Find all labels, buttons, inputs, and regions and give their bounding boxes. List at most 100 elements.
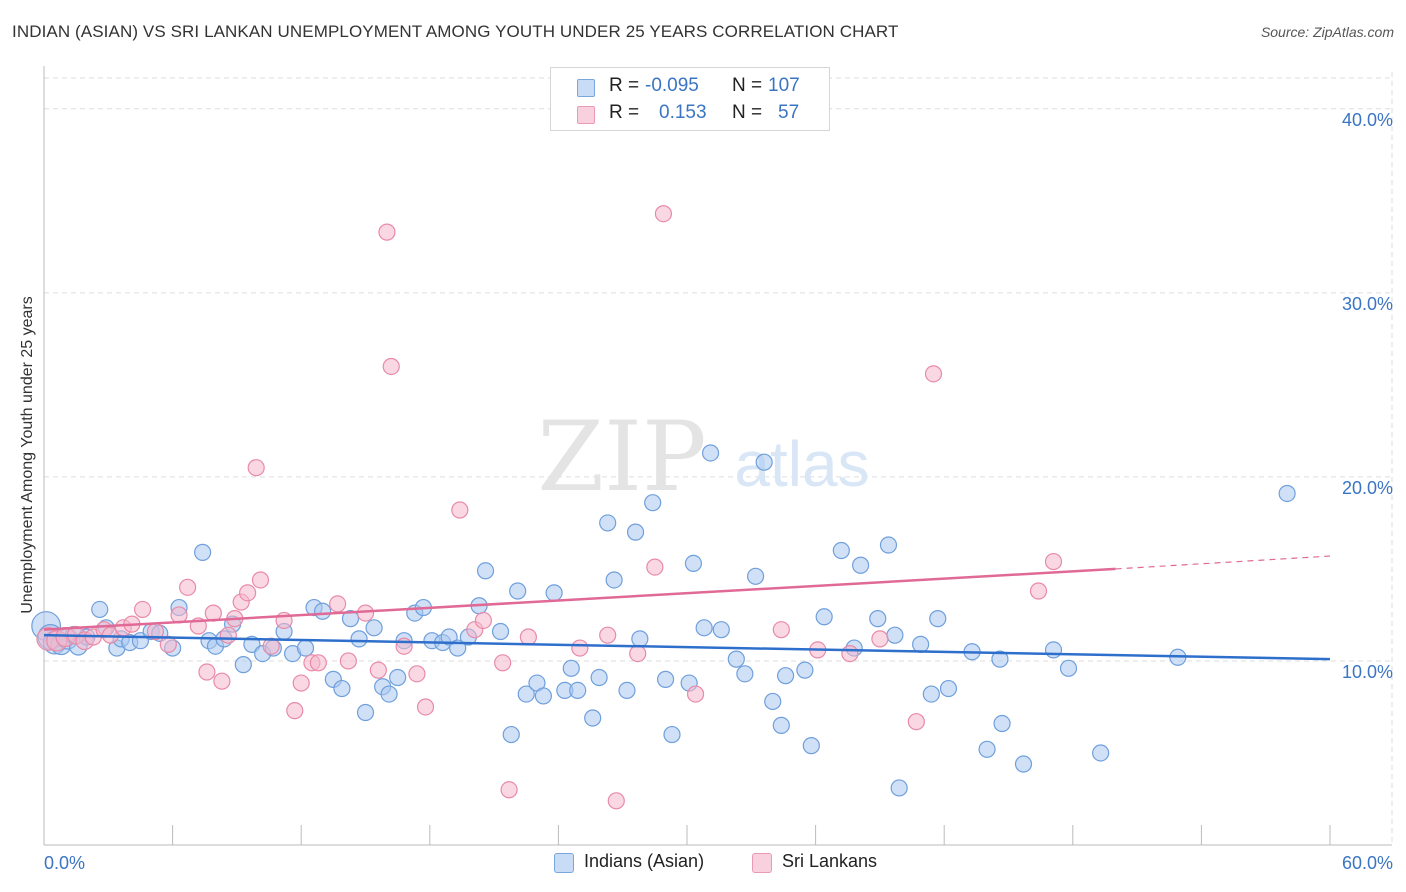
point-sri-lankans	[1029, 582, 1048, 600]
point-indians	[545, 584, 563, 602]
point-sri-lankans	[292, 674, 310, 692]
point-indians	[922, 685, 940, 703]
point-indians	[695, 619, 713, 637]
legend-row-indians: R = -0.095 N = 107	[551, 73, 829, 101]
point-indians	[796, 661, 814, 679]
point-sri-lankans	[654, 205, 673, 223]
point-sri-lankans	[686, 685, 705, 703]
point-indians	[1044, 641, 1063, 659]
point-indians	[1278, 484, 1296, 503]
point-sri-lankans	[247, 459, 265, 477]
point-sri-lankans	[329, 595, 347, 613]
point-indians	[365, 619, 383, 637]
point-indians	[389, 668, 407, 687]
axes	[43, 66, 1392, 846]
point-indians	[1059, 659, 1078, 677]
point-indians	[764, 692, 782, 711]
trend-lines	[43, 555, 1331, 661]
bottom-legend-label: Sri Lankans	[782, 851, 878, 871]
point-sri-lankans	[907, 713, 925, 731]
point-indians	[701, 444, 720, 462]
point-sri-lankans	[607, 792, 625, 810]
watermark-atlas: atlas	[734, 428, 869, 500]
legend-row-sri-lankans: R = 0.153 N = 57	[551, 100, 829, 128]
point-sri-lankans	[408, 665, 426, 683]
y-tick-label: 10.0%	[1342, 662, 1393, 682]
point-indians	[684, 554, 703, 573]
point-indians	[727, 650, 745, 668]
point-sri-lankans	[309, 654, 327, 672]
point-indians	[991, 650, 1009, 668]
point-indians	[584, 709, 602, 727]
point-indians	[815, 608, 833, 626]
point-indians	[569, 681, 587, 700]
bottom-legend-swatch-pink	[752, 853, 772, 873]
point-sri-lankans	[239, 584, 257, 602]
point-indians	[517, 685, 535, 703]
legend-n-label: N =	[732, 102, 763, 123]
point-sri-lankans	[924, 365, 943, 383]
point-indians	[644, 494, 662, 512]
point-sri-lankans	[219, 626, 237, 644]
point-sri-lankans	[369, 661, 387, 679]
trend-line-indians	[43, 633, 1331, 661]
point-indians	[626, 523, 645, 541]
legend-swatch-blue	[577, 79, 595, 97]
point-indians	[656, 670, 675, 688]
point-sri-lankans	[451, 501, 469, 519]
data-points	[31, 205, 1296, 810]
point-indians	[491, 622, 510, 641]
legend-r-label: R =	[609, 102, 640, 123]
point-sri-lankans	[474, 611, 492, 630]
y-tick-label: 30.0%	[1342, 294, 1393, 314]
point-sri-lankans	[629, 644, 647, 663]
point-indians	[534, 687, 552, 705]
chart-title: INDIAN (ASIAN) VS SRI LANKAN UNEMPLOYMEN…	[12, 22, 899, 41]
point-sri-lankans	[1044, 552, 1063, 571]
point-sri-lankans	[251, 571, 270, 589]
x-tick-label: 0.0%	[44, 853, 85, 873]
point-indians	[736, 665, 754, 683]
point-indians	[599, 514, 617, 532]
trend-line-sri-lankans-extension	[1115, 555, 1331, 570]
legend-r-value: 0.153	[659, 102, 707, 123]
point-sri-lankans	[339, 652, 357, 670]
point-sri-lankans	[871, 630, 889, 648]
point-sri-lankans	[286, 702, 304, 720]
point-sri-lankans	[571, 639, 589, 657]
point-indians	[631, 630, 649, 648]
point-sri-lankans	[416, 698, 435, 716]
point-sri-lankans	[772, 621, 790, 639]
legend-n-value: 107	[768, 75, 800, 96]
point-indians	[296, 639, 315, 657]
point-indians	[663, 725, 681, 744]
trend-line-sri-lankans	[43, 567, 1116, 631]
legend-r-value: -0.095	[645, 75, 699, 96]
x-tick-label: 60.0%	[1342, 853, 1393, 873]
point-indians	[746, 567, 765, 585]
point-sri-lankans	[213, 672, 231, 690]
point-sri-lankans	[841, 644, 859, 663]
point-indians	[776, 667, 795, 685]
point-indians	[502, 725, 520, 744]
point-indians	[978, 740, 996, 758]
point-sri-lankans	[382, 357, 400, 376]
point-sri-lankans	[378, 223, 396, 241]
point-indians	[314, 602, 332, 620]
source-label: Source: ZipAtlas.com	[1260, 24, 1394, 40]
point-indians	[605, 571, 623, 589]
point-indians	[802, 737, 820, 755]
point-indians	[869, 610, 887, 628]
legend-r-label: R =	[609, 75, 640, 96]
point-indians	[509, 582, 527, 600]
legend-swatch-pink	[577, 106, 595, 124]
bottom-legend-label: Indians (Asian)	[584, 851, 705, 871]
legend-n-label: N =	[732, 75, 763, 96]
point-indians	[832, 541, 850, 560]
point-sri-lankans	[179, 578, 197, 596]
point-indians	[562, 659, 580, 677]
point-indians	[939, 679, 958, 698]
tick-labels: 10.0% 20.0% 30.0% 40.0% 0.0% 60.0%	[44, 110, 1393, 873]
point-indians	[350, 630, 368, 648]
point-indians	[590, 668, 608, 687]
